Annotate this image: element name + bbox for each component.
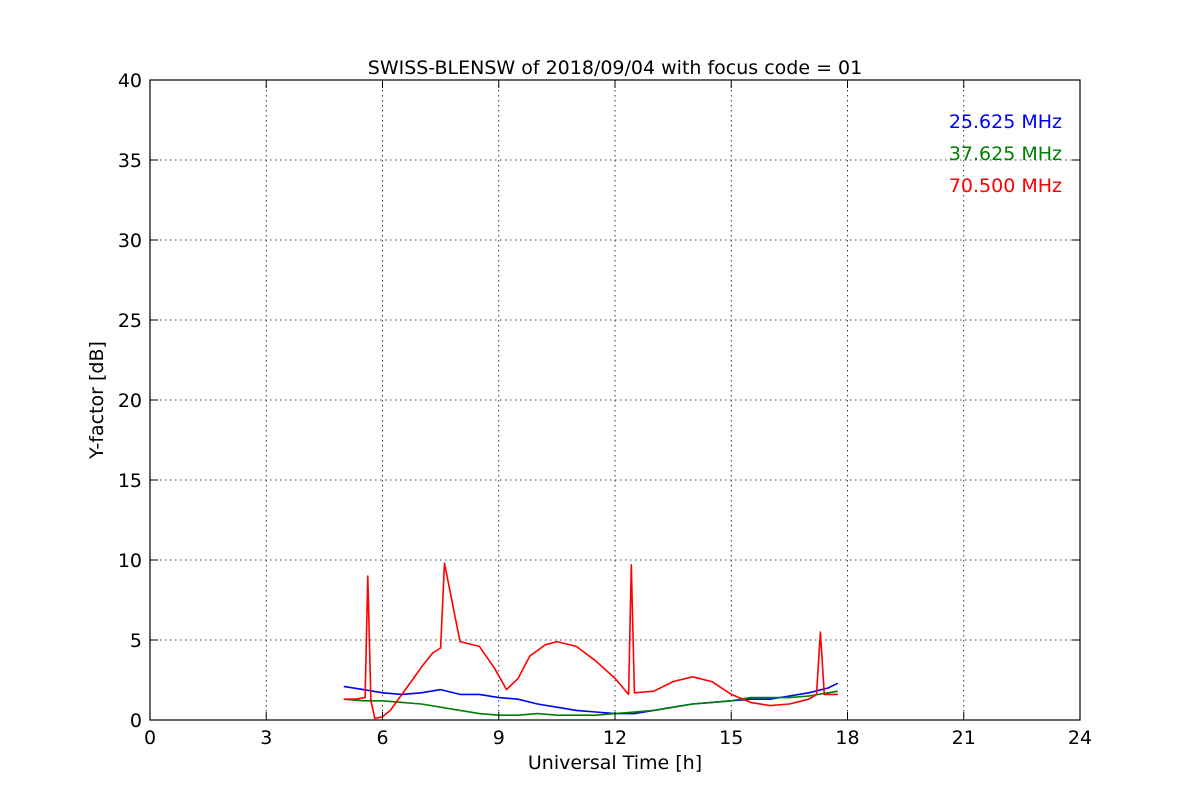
series-line-3 bbox=[343, 562, 838, 720]
x-tick-label: 15 bbox=[719, 727, 743, 749]
y-tick-label: 0 bbox=[130, 710, 142, 732]
y-tick-label: 35 bbox=[118, 150, 142, 172]
x-tick-label: 3 bbox=[260, 727, 272, 749]
series-line-1 bbox=[343, 682, 839, 715]
y-tick-label: 25 bbox=[118, 310, 142, 332]
x-tick-label: 0 bbox=[144, 727, 156, 749]
y-axis-title: Y-factor [dB] bbox=[86, 341, 108, 460]
y-tick-label: 15 bbox=[118, 470, 142, 492]
x-tick-label: 21 bbox=[952, 727, 976, 749]
y-tick-label: 20 bbox=[118, 390, 142, 412]
y-tick-label: 5 bbox=[130, 630, 142, 652]
axis-ticks bbox=[149, 79, 1081, 721]
y-tick-label: 30 bbox=[118, 230, 142, 252]
chart-title: SWISS-BLENSW of 2018/09/04 with focus co… bbox=[368, 57, 862, 79]
legend: 25.625 MHz 37.625 MHz 70.500 MHz bbox=[949, 111, 1062, 197]
x-axis-tick-labels: 0 3 6 9 12 15 18 21 24 bbox=[144, 727, 1092, 749]
grid-lines bbox=[150, 80, 1080, 720]
x-axis-title: Universal Time [h] bbox=[528, 752, 702, 774]
legend-entry-2: 37.625 MHz bbox=[949, 143, 1062, 165]
x-tick-label: 12 bbox=[603, 727, 627, 749]
legend-entry-1: 25.625 MHz bbox=[949, 111, 1062, 133]
series-layer bbox=[343, 562, 839, 720]
y-tick-label: 40 bbox=[118, 70, 142, 92]
x-tick-label: 6 bbox=[376, 727, 388, 749]
x-tick-label: 9 bbox=[493, 727, 505, 749]
series-line-2 bbox=[343, 690, 838, 717]
y-axis-tick-labels: 0 5 10 15 20 25 30 35 40 bbox=[118, 70, 142, 732]
x-tick-label: 24 bbox=[1068, 727, 1092, 749]
legend-entry-3: 70.500 MHz bbox=[949, 175, 1062, 197]
x-tick-label: 18 bbox=[835, 727, 859, 749]
y-tick-label: 10 bbox=[118, 550, 142, 572]
